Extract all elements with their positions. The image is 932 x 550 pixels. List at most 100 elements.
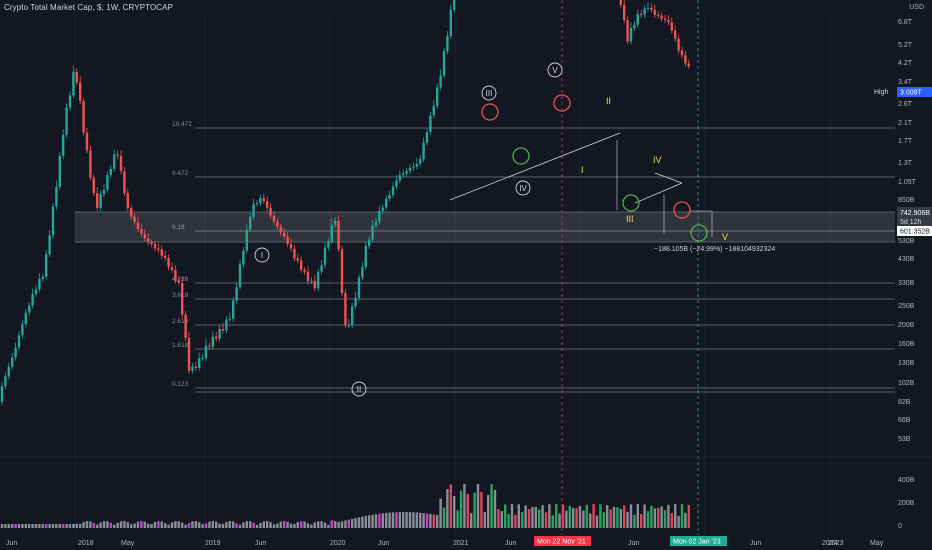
candle xyxy=(684,55,687,64)
volume-bar xyxy=(551,515,554,528)
candle xyxy=(133,216,136,222)
candle xyxy=(320,265,323,272)
candle xyxy=(167,257,170,268)
candle xyxy=(109,168,112,176)
volume-bar xyxy=(7,524,10,528)
candle xyxy=(330,224,333,242)
wave-marker-circle xyxy=(622,194,640,212)
price-axis-label: 4.2T xyxy=(898,60,913,67)
volume-bar xyxy=(412,512,415,528)
volume-bar xyxy=(425,513,429,528)
volume-bar xyxy=(174,521,177,528)
candle xyxy=(300,260,303,270)
high-badge-text: 3.009T xyxy=(900,90,923,97)
price-axis-label: 160B xyxy=(898,341,915,348)
volume-bar xyxy=(650,505,653,528)
volume-bar xyxy=(419,512,422,528)
candle xyxy=(381,207,384,211)
volume-bar xyxy=(255,524,259,528)
time-axis-label: Jun xyxy=(505,540,516,547)
volume-bar xyxy=(487,494,490,528)
volume-bar xyxy=(439,498,442,528)
volume-bar xyxy=(269,522,272,528)
candle xyxy=(405,171,408,174)
candle xyxy=(408,167,412,172)
volume-bar xyxy=(313,522,316,528)
volume-bar xyxy=(340,521,344,528)
volume-bar xyxy=(677,515,680,528)
high-badge xyxy=(897,87,932,97)
volume-bar xyxy=(259,522,262,528)
fib-level-label: 10.472 xyxy=(172,121,192,128)
candle xyxy=(140,228,143,234)
volume-bar xyxy=(82,521,85,528)
time-axis-label: 2019 xyxy=(205,540,221,547)
volume-axis-label: 200B xyxy=(898,500,915,507)
volume-bar xyxy=(296,521,299,528)
volume-bar xyxy=(633,514,636,528)
volume-bar xyxy=(96,524,99,528)
candle xyxy=(0,386,4,402)
sub-wave-label: III xyxy=(626,214,634,224)
time-axis-label: 2023 xyxy=(828,540,844,547)
sub-wave-label: V xyxy=(722,232,728,242)
volume-axis-label: 400B xyxy=(898,477,915,484)
volume-bar xyxy=(242,522,245,528)
volume-bar xyxy=(181,522,184,528)
candle xyxy=(364,246,367,268)
volume-bar xyxy=(667,504,670,528)
volume-bar xyxy=(589,513,592,528)
candle xyxy=(102,189,106,195)
volume-bar xyxy=(0,524,4,528)
candle xyxy=(354,297,357,307)
volume-bar xyxy=(490,484,493,528)
candle xyxy=(51,206,55,236)
volume-bar xyxy=(643,504,646,528)
candle xyxy=(62,134,65,156)
circled-wave-label: I xyxy=(261,251,263,260)
wave-marker-circle xyxy=(690,224,708,242)
volume-bar xyxy=(582,510,585,528)
candle xyxy=(368,239,371,247)
candle xyxy=(653,9,656,15)
volume-bar xyxy=(62,524,65,528)
volume-bar xyxy=(133,523,136,528)
time-axis-label: 2024 xyxy=(822,540,838,547)
candle xyxy=(31,294,34,306)
volume-bar xyxy=(568,506,571,528)
candle xyxy=(660,15,663,19)
candle xyxy=(402,173,405,176)
volume-bar xyxy=(544,512,548,528)
candle xyxy=(646,7,650,9)
candle xyxy=(347,325,350,327)
candle xyxy=(96,193,99,208)
volume-bar xyxy=(72,524,75,528)
volume-bar xyxy=(119,521,123,528)
volume-bar xyxy=(75,523,78,528)
candle xyxy=(181,282,184,315)
candle xyxy=(92,177,95,194)
price-axis-label: 250B xyxy=(898,303,915,310)
volume-bar xyxy=(283,521,286,528)
price-axis-label: 1.05T xyxy=(898,179,917,186)
volume-bar xyxy=(385,512,388,528)
price-axis-label: 1.3T xyxy=(898,160,913,167)
volume-bar xyxy=(34,524,38,528)
volume-bar xyxy=(609,509,612,528)
circled-wave-label: IV xyxy=(519,184,527,193)
volume-bar xyxy=(228,521,231,528)
candle xyxy=(425,132,429,143)
triangle-line xyxy=(634,182,683,204)
crosshair-date-badge xyxy=(534,536,591,546)
candle xyxy=(24,312,27,325)
volume-bar xyxy=(578,506,582,528)
candle xyxy=(276,221,279,227)
volume-bar xyxy=(106,521,109,528)
countdown-text: 5d 12h xyxy=(900,219,922,226)
candle xyxy=(58,155,61,187)
volume-bar xyxy=(354,518,357,528)
candle xyxy=(663,18,667,21)
candle xyxy=(391,186,395,195)
candle xyxy=(344,293,347,326)
